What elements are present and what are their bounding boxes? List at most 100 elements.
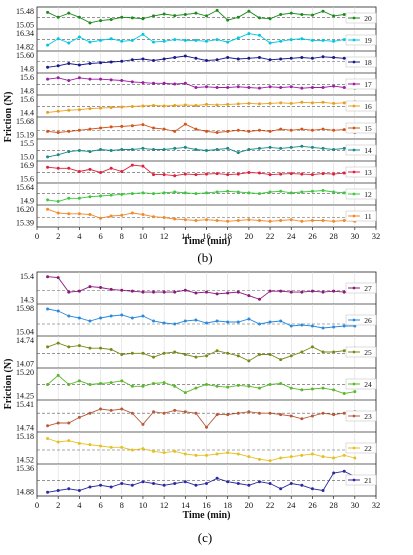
chart-1-data-point (342, 411, 346, 415)
chart-1-series-line (47, 342, 355, 362)
chart-1-data-point (141, 480, 145, 484)
chart-1-data-point (215, 413, 219, 417)
chart-1-data-point (321, 411, 325, 415)
chart-0-ytick-label: 14.8 (20, 87, 34, 96)
chart-0-data-point (130, 105, 134, 109)
chart-0-legend-label: 13 (364, 168, 372, 177)
chart-0-data-point (247, 147, 251, 151)
chart-0-data-point (56, 131, 60, 134)
chart-0-data-point (342, 146, 346, 150)
chart-1-legend-marker (352, 286, 356, 290)
chart-1-data-point (141, 290, 145, 294)
chart-1-data-point (257, 297, 261, 301)
chart-1-data-point (300, 483, 304, 487)
chart-0-legend-marker (352, 214, 356, 218)
chart-1-data-point (342, 391, 346, 395)
chart-1-data-point (130, 384, 134, 388)
caption-b: (b) (197, 250, 212, 265)
chart-1-data-point (321, 290, 325, 294)
chart-1-legend-box (345, 474, 377, 486)
chart-1-data-point (56, 309, 60, 313)
chart-0-data-point (310, 101, 314, 105)
chart-0-data-point (88, 127, 92, 131)
chart-1-data-point (152, 382, 156, 386)
chart-0-data-point (342, 171, 346, 175)
chart-0-data-point (289, 85, 293, 89)
chart-1-data-point (130, 316, 134, 320)
chart-0-data-point (257, 171, 261, 175)
chart-1-data-point (310, 387, 314, 391)
chart-0-data-point (162, 81, 166, 85)
chart-0-data-point (194, 85, 198, 89)
chart-0-xtick-label: 0 (35, 231, 39, 241)
chart-1-data-point (67, 290, 71, 294)
chart-1-data-point (88, 346, 92, 350)
chart-0-data-point (162, 127, 166, 131)
chart-0-data-point (194, 56, 198, 60)
chart-1-data-point (226, 351, 230, 355)
chart-1-data-point (67, 487, 71, 491)
chart-0-data-point (109, 149, 113, 153)
chart-0-legend-box (345, 144, 377, 156)
chart-1-data-point (56, 276, 60, 280)
chart-0-data-point (215, 103, 219, 107)
chart-0-data-point (99, 147, 103, 151)
chart-0-xtick-label: 32 (372, 231, 381, 241)
chart-0-data-point (152, 192, 156, 196)
chart-0-legend-label: 11 (364, 212, 371, 221)
chart-1-data-point (205, 382, 208, 386)
chart-1-data-point (205, 354, 208, 358)
chart-0-data-point (279, 85, 283, 89)
chart-0-legend-box (345, 34, 377, 46)
chart-0-data-point (67, 79, 71, 83)
chart-1-data-point (247, 294, 251, 298)
chart-1-data-point (77, 344, 81, 348)
chart-1-data-point (332, 388, 336, 392)
chart-1-data-point (162, 290, 166, 294)
chart-0-ytick-label: 16.9 (20, 161, 34, 170)
chart-0-data-point (247, 171, 251, 175)
chart-0-data-point (99, 126, 103, 130)
chart-1-data-point (173, 408, 177, 412)
chart-1-data-point (215, 476, 219, 480)
chart-0-data-point (173, 82, 177, 86)
chart-1-data-point (247, 483, 251, 487)
chart-0-data-point (194, 192, 198, 196)
chart-1-data-point (353, 390, 357, 394)
chart-0-legend-label: 16 (364, 102, 372, 111)
chart-1-x-axis-label: Time (min) (183, 510, 231, 521)
chart-0-data-point (236, 151, 240, 155)
chart-0-data-point (226, 129, 230, 133)
chart-0-data-point (173, 14, 177, 18)
chart-0-data-point (183, 122, 187, 126)
chart-0-data-point (257, 33, 261, 37)
chart-0-data-point (109, 193, 113, 197)
chart-1-data-point (141, 351, 145, 355)
chart-0-data-point (289, 101, 293, 105)
chart-0-data-point (205, 129, 208, 133)
chart-1-data-point (67, 314, 71, 318)
chart-0-data-point (77, 76, 81, 80)
chart-0-data-point (109, 214, 113, 218)
chart-1-data-point (88, 443, 92, 447)
chart-0-data-point (332, 84, 336, 88)
chart-0-data-point (194, 173, 198, 177)
chart-1-data-point (289, 290, 293, 294)
chart-0-data-point (183, 172, 187, 176)
chart-1-data-point (99, 346, 103, 350)
chart-1-data-point (46, 437, 50, 441)
chart-0-data-point (99, 194, 103, 198)
chart-1-data-point (205, 425, 208, 429)
chart-0-data-point (215, 190, 219, 194)
chart-1-data-point (300, 417, 304, 421)
chart-0-data-point (289, 11, 293, 15)
chart-0-legend-box (345, 12, 377, 24)
chart-1-data-point (162, 411, 166, 415)
chart-1-data-point (332, 413, 336, 417)
chart-0-data-point (289, 191, 293, 195)
chart-0-ytick-label: 15.6 (20, 175, 34, 184)
chart-0-data-point (183, 81, 187, 85)
chart-1-legend-label: 24 (364, 380, 372, 389)
chart-1-data-point (77, 289, 81, 293)
